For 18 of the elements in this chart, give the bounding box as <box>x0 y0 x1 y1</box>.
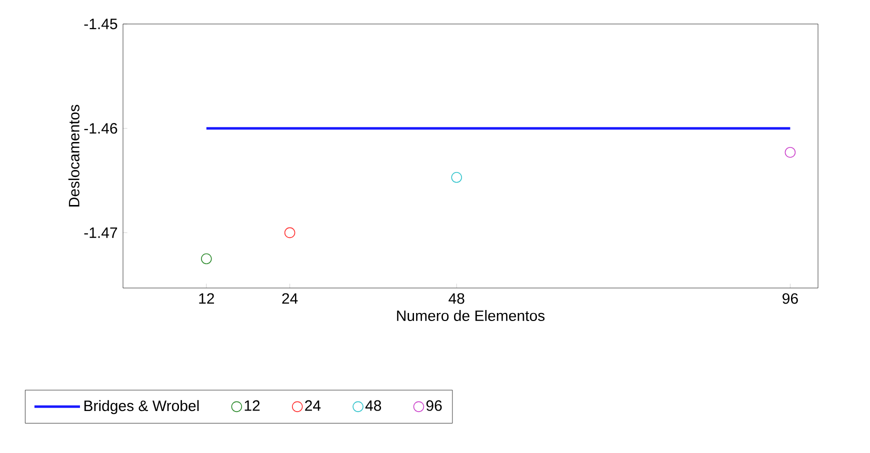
y-tick-label: -1.46 <box>84 123 118 134</box>
point <box>784 146 796 158</box>
point <box>451 172 462 183</box>
point <box>201 253 212 264</box>
x-tick-label: 48 <box>448 293 464 304</box>
point <box>284 227 296 238</box>
legend-label: 12 <box>244 400 260 411</box>
y-axis-title: Deslocamentos <box>68 104 80 206</box>
x-axis-title: Numero de Elementos <box>397 310 545 322</box>
legend-label: Bridges & Wrobel <box>84 400 199 414</box>
legend-label: 24 <box>305 400 321 411</box>
legend-label: 48 <box>365 400 382 411</box>
x-tick-label: 24 <box>282 293 298 304</box>
legend-label: 96 <box>426 400 442 411</box>
y-tick-label: -1.47 <box>84 228 118 238</box>
y-tick-label: -1.45 <box>84 18 118 30</box>
x-tick-label: 96 <box>782 293 798 304</box>
x-tick-label: 12 <box>199 293 214 304</box>
